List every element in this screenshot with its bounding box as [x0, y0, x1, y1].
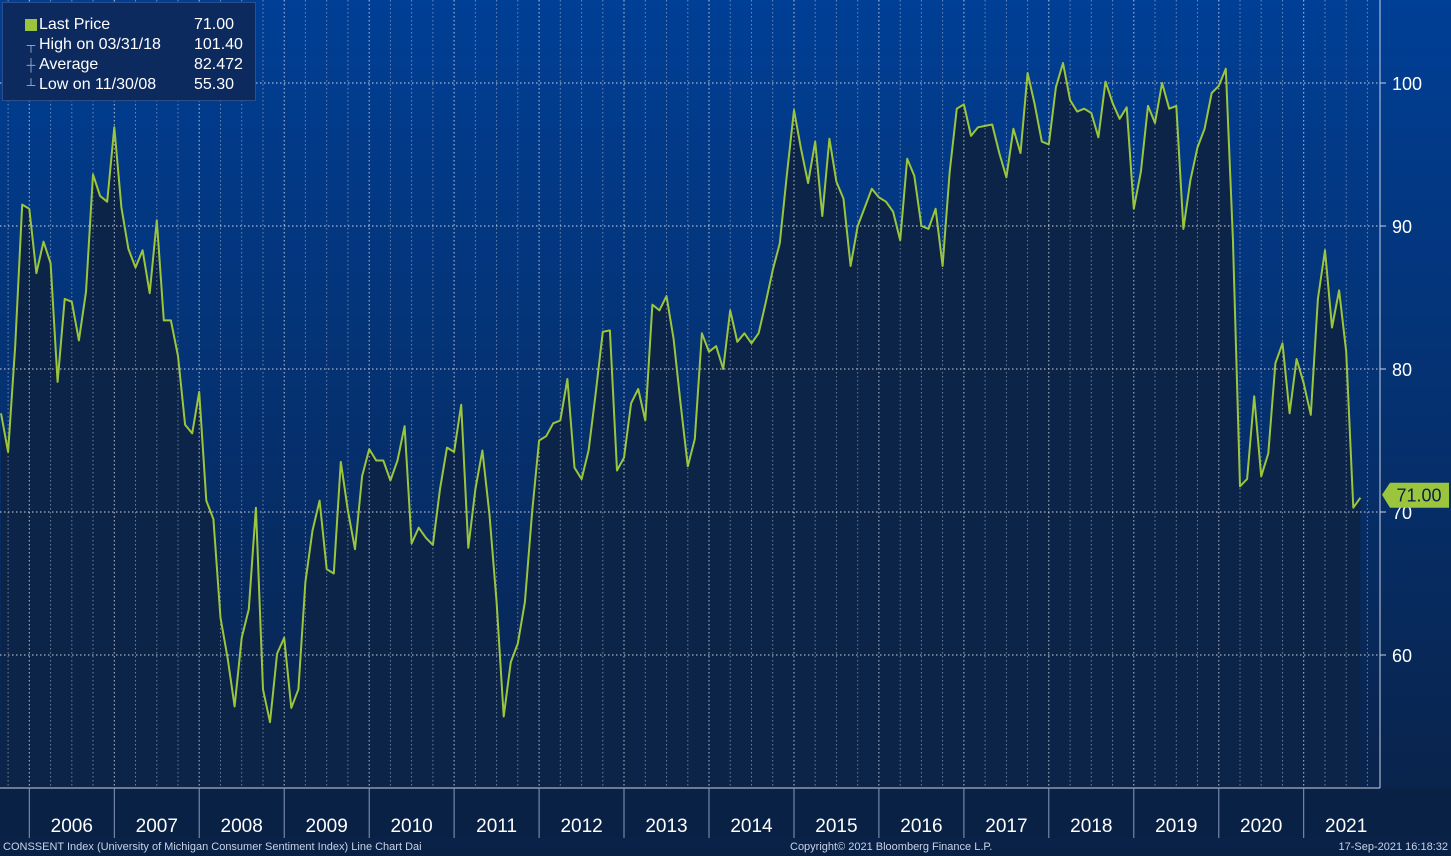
x-tick-label: 2021: [1325, 816, 1367, 837]
x-tick-label: 2019: [1155, 816, 1197, 837]
y-tick-label: 90: [1392, 217, 1412, 237]
footer-timestamp: 17-Sep-2021 16:18:32: [1338, 841, 1448, 853]
footer-ticker: CONSSENT Index (University of Michigan C…: [3, 841, 422, 853]
x-tick-label: 2010: [390, 816, 432, 837]
series-line-last-price: [0, 62, 1362, 724]
area-fill: [1, 63, 1361, 788]
y-tick-label: 80: [1392, 360, 1412, 380]
x-tick-label: 2008: [221, 816, 263, 837]
last-price-tag-label: 71.00: [1396, 486, 1441, 506]
x-tick-label: 2014: [730, 816, 773, 837]
footer-copyright: Copyright© 2021 Bloomberg Finance L.P.: [790, 841, 993, 853]
x-tick-label: 2011: [476, 816, 517, 837]
x-tick-label: 2013: [645, 816, 687, 837]
high-marker-icon: ┬: [26, 38, 36, 52]
x-tick-label: 2012: [560, 816, 602, 837]
last-price-swatch-icon: [25, 19, 37, 31]
x-tick-label: 2016: [900, 816, 942, 837]
x-tick-label: 2020: [1240, 816, 1282, 837]
legend-value: 55.30: [194, 76, 235, 93]
legend-label: Low on 11/30/08: [39, 76, 157, 93]
low-marker-icon: ┴: [26, 78, 36, 92]
last-price-tag: [1382, 482, 1449, 508]
x-tick-label: 2007: [136, 816, 178, 837]
x-tick-label: 2017: [985, 816, 1027, 837]
legend-label: Last Price: [39, 16, 111, 33]
y-tick-label: 60: [1392, 646, 1412, 666]
legend-label: Average: [39, 56, 99, 73]
x-tick-label: 2009: [306, 816, 348, 837]
x-tick-label: 2018: [1070, 816, 1112, 837]
y-tick-label: 70: [1392, 503, 1412, 523]
legend-value: 101.40: [194, 36, 243, 53]
x-axis-band: [0, 788, 1451, 838]
x-tick-label: 2015: [815, 816, 857, 837]
legend-value: 82.472: [194, 56, 243, 73]
y-tick-label: 100: [1392, 74, 1422, 94]
legend-value: 71.00: [194, 16, 235, 33]
legend: Last Price 71.00 ┬ High on 03/31/18 101.…: [2, 2, 256, 101]
x-tick-label: 2006: [51, 816, 93, 837]
average-marker-icon: ┼: [26, 58, 36, 72]
legend-label: High on 03/31/18: [39, 36, 161, 53]
